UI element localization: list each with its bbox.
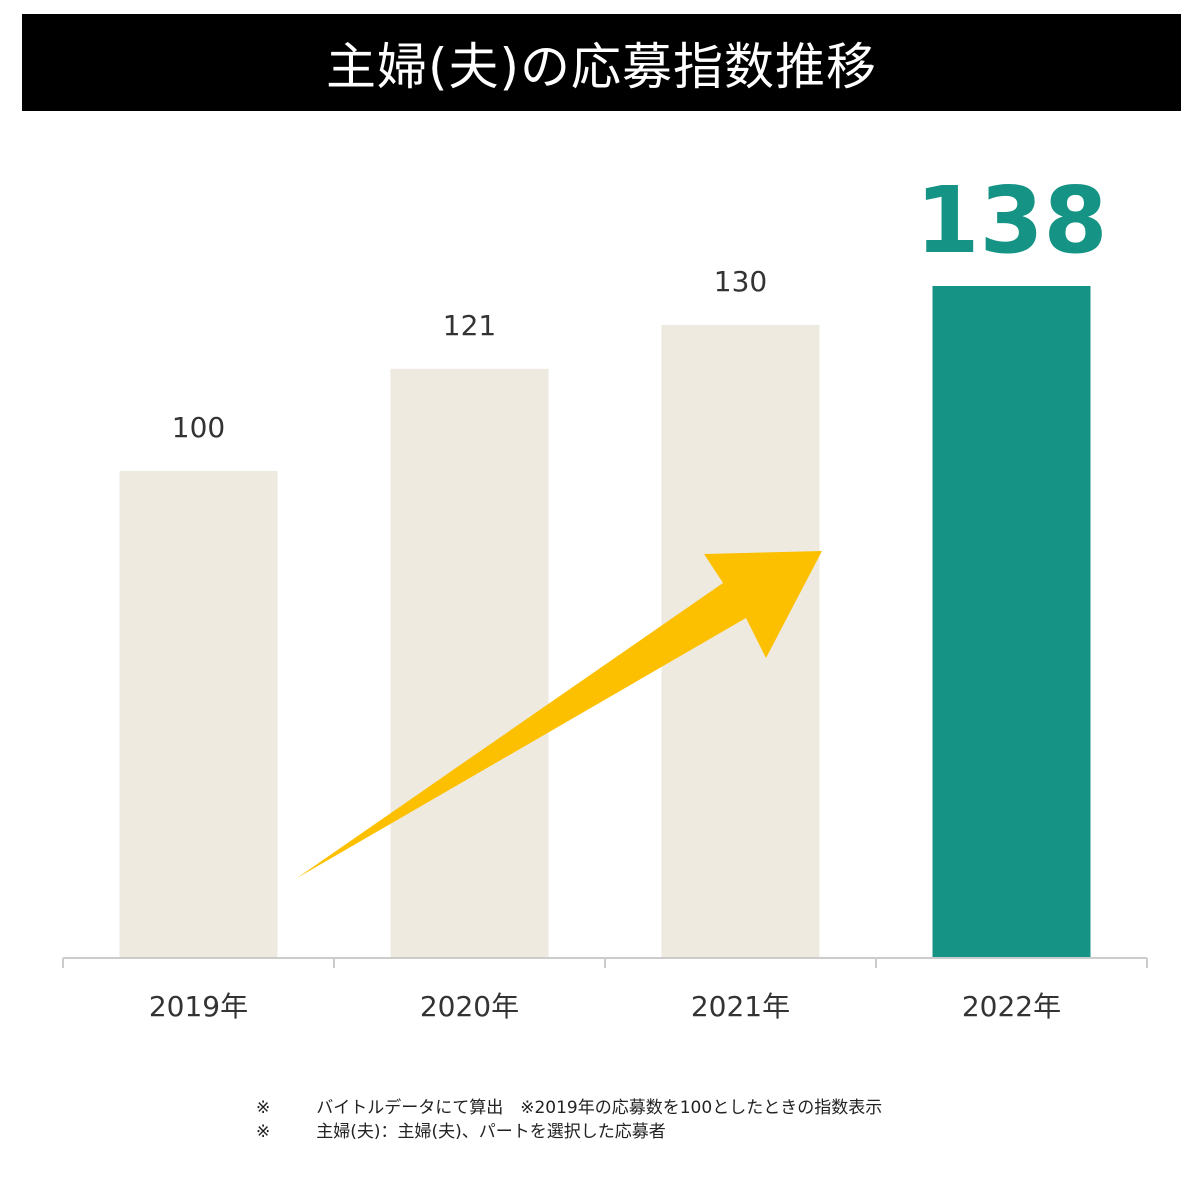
category-labels-group: 2019年 2020年 2021年 2022年 <box>149 990 1061 1023</box>
bar-2022年 <box>932 286 1091 958</box>
category-label-2021年: 2021年 <box>691 990 790 1023</box>
footnote-1: ※ バイトルデータにて算出 ※2019年の応募数を100としたときの指数表示 <box>256 1098 883 1118</box>
bar-2020年 <box>390 368 549 959</box>
bar-2019年 <box>119 471 278 958</box>
value-label-2022年: 138 <box>915 167 1107 274</box>
value-label-2020年: 121 <box>443 309 496 342</box>
value-label-2019年: 100 <box>172 411 225 444</box>
value-label-2021年: 130 <box>714 265 767 298</box>
footnote-2: ※ 主婦(夫)：主婦(夫)、パートを選択した応募者 <box>256 1122 666 1142</box>
category-label-2020年: 2020年 <box>420 990 519 1023</box>
chart-title: 主婦(夫)の応募指数推移 <box>22 14 1181 111</box>
value-labels-group: 100 121 130 138 <box>172 167 1108 444</box>
x-axis <box>62 957 1148 968</box>
footnotes: ※ バイトルデータにて算出 ※2019年の応募数を100としたときの指数表示 ※… <box>256 1096 882 1144</box>
trend-arrow-icon <box>297 551 822 878</box>
trend-arrow-group <box>297 551 822 878</box>
category-label-2019年: 2019年 <box>149 990 248 1023</box>
category-label-2022年: 2022年 <box>962 990 1061 1023</box>
bars-group <box>119 286 1091 959</box>
